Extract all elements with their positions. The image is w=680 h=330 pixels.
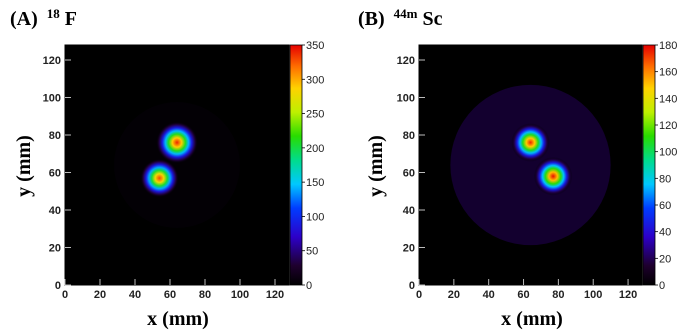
x-tick-label: 40 — [483, 289, 495, 301]
y-tick-label: 0 — [55, 280, 61, 292]
phantom-background — [450, 84, 611, 246]
x-tick-label: 20 — [448, 289, 460, 301]
x-tick-label: 60 — [164, 289, 176, 301]
colorbar-tick-label: 50 — [306, 246, 318, 258]
hot-spot — [156, 121, 198, 164]
x-tick-label: 120 — [619, 289, 637, 301]
y-tick-label: 80 — [403, 130, 415, 142]
x-tick-label: 20 — [94, 289, 106, 301]
colorbar — [642, 44, 656, 286]
colorbar-tick-label: 120 — [659, 120, 677, 132]
y-tick-label: 120 — [43, 55, 61, 67]
panel-a-ylabel: y (mm) — [13, 135, 35, 197]
x-tick-label: 80 — [199, 289, 211, 301]
y-tick-label: 80 — [49, 130, 61, 142]
x-tick-label: 40 — [129, 289, 141, 301]
plot-frame — [418, 44, 643, 286]
colorbar-tick-label: 100 — [306, 211, 324, 223]
colorbar-tick-label: 0 — [306, 280, 312, 292]
panel-b: (B) 44m Sc x (mm) y (mm) 0 20 40 60 80 100 120… — [358, 1, 677, 330]
colorbar-tick-label: 20 — [659, 253, 671, 265]
colorbar-tick-label: 150 — [306, 177, 324, 189]
x-tick-label: 100 — [231, 289, 249, 301]
y-tick-label: 40 — [403, 205, 415, 217]
panel-a-isotope-element: F — [65, 8, 77, 30]
panel-a-isotope-mass: 18 — [47, 6, 61, 21]
y-tick-label: 0 — [409, 280, 415, 292]
panel-a-title: (A) 18 F — [10, 1, 77, 30]
panel-b-label: (B) — [358, 8, 385, 30]
colorbar-tick-label: 250 — [306, 109, 324, 121]
colorbar-tick-label: 140 — [659, 93, 677, 105]
panel-b-isotope-mass: 44m — [394, 6, 418, 21]
hot-spot — [511, 123, 550, 162]
colorbar-tick-label: 160 — [659, 67, 677, 79]
colorbar-tick-label: 200 — [306, 143, 324, 155]
x-tick-label: 80 — [552, 289, 564, 301]
y-tick-label: 40 — [49, 205, 61, 217]
panel-a-xlabel: x (mm) — [147, 308, 209, 330]
colorbar-tick-label: 80 — [659, 173, 671, 185]
x-tick-label: 0 — [416, 289, 422, 301]
y-tick-label: 100 — [397, 93, 415, 105]
colorbar-tick-label: 300 — [306, 74, 324, 86]
panel-b-ylabel: y (mm) — [365, 135, 387, 197]
colorbar-tick-label: 100 — [659, 147, 677, 159]
panel-b-title: (B) 44m Sc — [358, 1, 443, 30]
x-tick-label: 60 — [517, 289, 529, 301]
hot-spot — [533, 157, 573, 196]
x-tick-label: 100 — [584, 289, 602, 301]
plot-frame — [64, 44, 290, 286]
panel-a: (A) 18 F x (mm) y (mm) 0 20 40 60 80 100 120 0 2… — [10, 1, 324, 330]
hot-spot — [140, 158, 179, 198]
colorbar-tick-label: 180 — [659, 40, 677, 52]
colorbar-tick-label: 0 — [659, 280, 665, 292]
colorbar-tick-label: 350 — [306, 40, 324, 52]
panel-b-isotope-element: Sc — [423, 8, 443, 30]
panel-b-xlabel: x (mm) — [501, 308, 563, 330]
y-tick-label: 20 — [403, 243, 415, 255]
y-tick-label: 120 — [397, 55, 415, 67]
y-tick-label: 60 — [403, 168, 415, 180]
y-tick-label: 20 — [49, 243, 61, 255]
y-tick-label: 100 — [43, 93, 61, 105]
panel-a-label: (A) — [10, 8, 38, 30]
y-tick-label: 60 — [49, 168, 61, 180]
colorbar-tick-label: 40 — [659, 227, 671, 239]
x-tick-label: 120 — [266, 289, 284, 301]
colorbar — [289, 44, 303, 286]
colorbar-tick-label: 60 — [659, 200, 671, 212]
x-tick-label: 0 — [62, 289, 68, 301]
phantom-background — [114, 102, 240, 228]
